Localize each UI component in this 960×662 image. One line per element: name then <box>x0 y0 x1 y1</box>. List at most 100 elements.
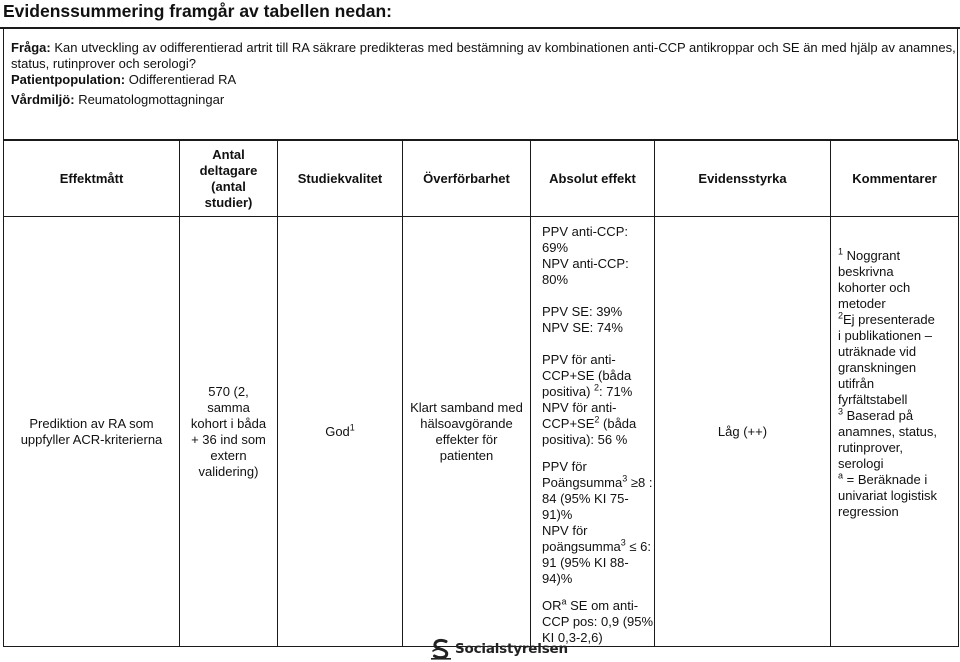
abs-text: positiva) <box>542 384 595 399</box>
cell-studiekvalitet: God1 <box>277 216 403 647</box>
comment-line: serologi <box>838 456 884 471</box>
footnote-marker: 2 <box>594 382 600 393</box>
table-row: Prediktion av RA som uppfyller ACR-krite… <box>3 216 959 647</box>
header-antal-line: studier) <box>204 194 253 210</box>
header-antal-line: deltagare <box>199 162 258 178</box>
comment-line: regression <box>838 504 899 519</box>
cell-line: 570 (2, <box>208 383 249 399</box>
comment-line: fyrfältstabell <box>838 392 908 407</box>
abs-line: positiva) 2: 71% <box>542 382 654 400</box>
comment-line: beskrivna <box>838 264 894 279</box>
header-overforbarhet: Överförbarhet <box>402 140 531 217</box>
population-line: Patientpopulation: Odifferentierad RA <box>11 72 957 88</box>
footnote-marker: a <box>838 470 844 481</box>
cell-line: kohort i båda <box>190 415 267 431</box>
setting-line: Vårdmiljö: Reumatologmottagningar <box>11 92 957 108</box>
abs-text: Poängsumma <box>542 475 623 490</box>
abs-line: KI 0,3-2,6) <box>542 630 603 645</box>
abs-line: PPV för anti- <box>542 352 616 367</box>
comment-text: Noggrant <box>843 248 901 263</box>
abs-line: CCP+SE (båda <box>542 368 632 383</box>
cell-line: patienten <box>439 447 494 463</box>
abs-text: CCP+SE <box>542 416 595 431</box>
abs-text: : 71% <box>599 384 633 399</box>
studiekvalitet-value: God <box>325 423 350 439</box>
abs-line: CCP pos: 0,9 (95% <box>542 614 654 629</box>
header-absolut-effekt: Absolut effekt <box>530 140 655 217</box>
abs-line: Poängsumma3 ≥8 : <box>542 473 654 491</box>
comment-text: Baserad på <box>843 408 914 423</box>
cell-line: Klart samband med <box>410 399 523 415</box>
header-effektmatt: Effektmått <box>3 140 180 217</box>
abs-text: OR <box>542 598 562 613</box>
cell-line: uppfyller ACR-kriterierna <box>20 431 163 447</box>
header-antal: Antal deltagare (antal studier) <box>179 140 278 217</box>
cell-line: samma <box>207 399 250 415</box>
abs-text: (båda <box>599 416 637 431</box>
cell-kommentarer: 1 Noggrant beskrivna kohorter och metode… <box>830 216 959 647</box>
abs-text: ≥8 : <box>627 475 653 490</box>
header-antal-line: Antal <box>212 146 245 162</box>
abs-line: poängsumma3 ≤ 6: <box>542 537 654 555</box>
comment-line: kohorter och <box>838 280 911 295</box>
cell-effektmatt: Prediktion av RA som uppfyller ACR-krite… <box>3 216 180 647</box>
comment-line: a = Beräknade i <box>838 470 958 488</box>
comment-line: i publikationen – <box>838 328 932 343</box>
abs-text: poängsumma <box>542 539 621 554</box>
table-header-row: Effektmått Antal deltagare (antal studie… <box>3 140 959 217</box>
abs-line: ORa SE om anti- <box>542 596 654 614</box>
abs-line: 91 (95% KI 88-94)% <box>542 555 629 586</box>
title-divider <box>0 27 960 29</box>
abs-line: PPV för <box>542 459 587 474</box>
footnote-marker: 3 <box>620 537 626 548</box>
cell-line: effekter för <box>435 431 498 447</box>
header-antal-line: (antal <box>211 178 246 194</box>
cell-overforbarhet: Klart samband med hälsoavgörande effekte… <box>402 216 531 647</box>
socialstyrelsen-logo: Socialstyrelsen <box>430 637 568 661</box>
abs-line: NPV för anti- <box>542 400 617 415</box>
question-text: Kan utveckling av odifferentierad artrit… <box>11 40 956 71</box>
comment-line: metoder <box>838 296 886 311</box>
comment-text: Ej presenterade <box>843 312 935 327</box>
cell-absolut-effekt: PPV anti-CCP: 69% NPV anti-CCP: 80% PPV … <box>530 216 655 647</box>
abs-line: positiva): 56 % <box>542 432 628 447</box>
cell-line: extern <box>210 447 247 463</box>
cell-line: Prediktion av RA som <box>29 415 154 431</box>
footnote-marker: 1 <box>349 422 355 433</box>
setting-value: Reumatologmottagningar <box>74 92 225 107</box>
abs-line: PPV anti-CCP: 69% <box>542 224 628 255</box>
header-evidensstyrka: Evidensstyrka <box>654 140 831 217</box>
footnote-marker: 2 <box>838 310 844 321</box>
header-studiekvalitet: Studiekvalitet <box>277 140 403 217</box>
cell-line: + 36 ind som <box>191 431 266 447</box>
abs-text: ≤ 6: <box>625 539 651 554</box>
abs-line: NPV för <box>542 523 588 538</box>
population-value: Odifferentierad RA <box>125 72 237 87</box>
question-line: Fråga: Kan utveckling av odifferentierad… <box>11 40 957 72</box>
comment-line: utifrån <box>838 376 875 391</box>
comment-line: uträknade vid <box>838 344 917 359</box>
comment-line: 3 Baserad på <box>838 407 958 424</box>
comment-line: granskningen <box>838 360 917 375</box>
comment-line: univariat logistisk <box>838 488 937 503</box>
cell-line: hälsoavgörande <box>420 415 513 431</box>
header-kommentarer: Kommentarer <box>830 140 959 217</box>
cell-line: validering) <box>198 463 259 479</box>
socialstyrelsen-logo-icon <box>431 638 451 660</box>
comment-line: 2Ej presenterade <box>838 310 958 328</box>
abs-text: SE om anti- <box>566 598 639 613</box>
footnote-marker: 2 <box>594 414 600 425</box>
abs-line: PPV SE: 39% <box>542 304 623 319</box>
abs-line: NPV SE: 74% <box>542 320 623 335</box>
cell-antal: 570 (2, samma kohort i båda + 36 ind som… <box>179 216 278 647</box>
abs-line: CCP+SE2 (båda <box>542 414 654 432</box>
logo-text: Socialstyrelsen <box>455 641 568 657</box>
footnote-marker: 1 <box>838 246 844 257</box>
comment-line: 1 Noggrant <box>838 246 958 264</box>
comment-line: rutinprover, <box>838 440 904 455</box>
abs-line: NPV anti-CCP: 80% <box>542 256 629 287</box>
cell-evidensstyrka: Låg (++) <box>654 216 831 647</box>
footnote-marker: a <box>561 596 567 607</box>
footnote-marker: 3 <box>622 473 628 484</box>
question-box: Fråga: Kan utveckling av odifferentierad… <box>3 29 958 140</box>
